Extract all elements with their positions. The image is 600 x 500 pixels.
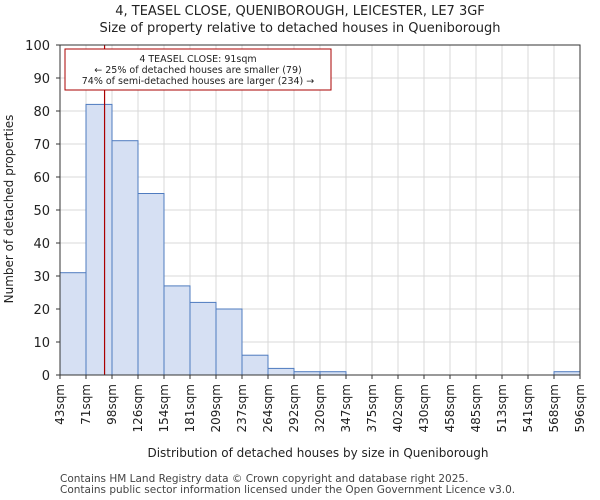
x-tick-label: 568sqm [547,384,561,432]
histogram-bar-154sqm [163,285,191,376]
x-tick-label: 596sqm [573,384,587,432]
x-tick-label: 209sqm [209,384,223,432]
x-axis-label: Distribution of detached houses by size … [147,446,488,460]
x-tick-label: 458sqm [443,384,457,432]
y-tick-label: 90 [33,72,50,87]
annotation-box: 4 TEASEL CLOSE: 91sqm ← 25% of detached … [64,48,332,91]
chart-subtitle: Size of property relative to detached ho… [99,21,501,36]
x-tick-label: 347sqm [339,384,353,432]
x-tick-label: 237sqm [235,384,249,432]
y-tick-label: 70 [33,138,50,153]
histogram-bar-43sqm [59,272,87,376]
x-tick-label: 430sqm [417,384,431,432]
y-tick-label: 30 [33,270,50,285]
x-tick-label: 71sqm [79,384,93,425]
y-tick-label: 10 [33,336,50,351]
x-tick-label: 43sqm [53,384,67,425]
y-tick-label: 0 [42,369,50,384]
x-tick-label: 98sqm [105,384,119,425]
histogram-bar-126sqm [137,193,165,376]
x-tick-label: 375sqm [365,384,379,432]
x-tick-label: 513sqm [495,384,509,432]
y-tick-label: 60 [33,171,50,186]
y-tick-label: 80 [33,105,50,120]
x-tick-label: 126sqm [131,384,145,432]
x-tick-label: 292sqm [287,384,301,432]
x-tick-label: 154sqm [157,384,171,432]
y-tick-label: 100 [25,39,50,54]
y-tick-label: 50 [33,204,50,219]
y-tick-label: 20 [33,303,50,318]
y-axis-label: Number of detached properties [2,115,16,304]
annotation-line-3: 74% of semi-detached houses are larger (… [82,76,315,87]
histogram-bar-71sqm [85,103,113,376]
y-tick-label: 40 [33,237,50,252]
histogram-bar-209sqm [215,308,243,376]
x-tick-label: 181sqm [183,384,197,432]
x-tick-label: 264sqm [261,384,275,432]
x-tick-label: 485sqm [469,384,483,432]
annotation-line-1: 4 TEASEL CLOSE: 91sqm [139,54,256,65]
histogram-bar-98sqm [111,140,139,376]
chart-title: 4, TEASEL CLOSE, QUENIBOROUGH, LEICESTER… [115,4,485,19]
histogram-bar-237sqm [241,354,269,376]
histogram-bar-264sqm [267,367,295,376]
x-tick-label: 541sqm [521,384,535,432]
x-tick-label: 402sqm [391,384,405,432]
annotation-line-2: ← 25% of detached houses are smaller (79… [94,65,301,76]
x-tick-label: 320sqm [313,384,327,432]
footer-line-1: Contains HM Land Registry data © Crown c… [60,473,469,485]
histogram-bar-181sqm [189,301,217,376]
footer-line-2: Contains public sector information licen… [60,484,516,496]
